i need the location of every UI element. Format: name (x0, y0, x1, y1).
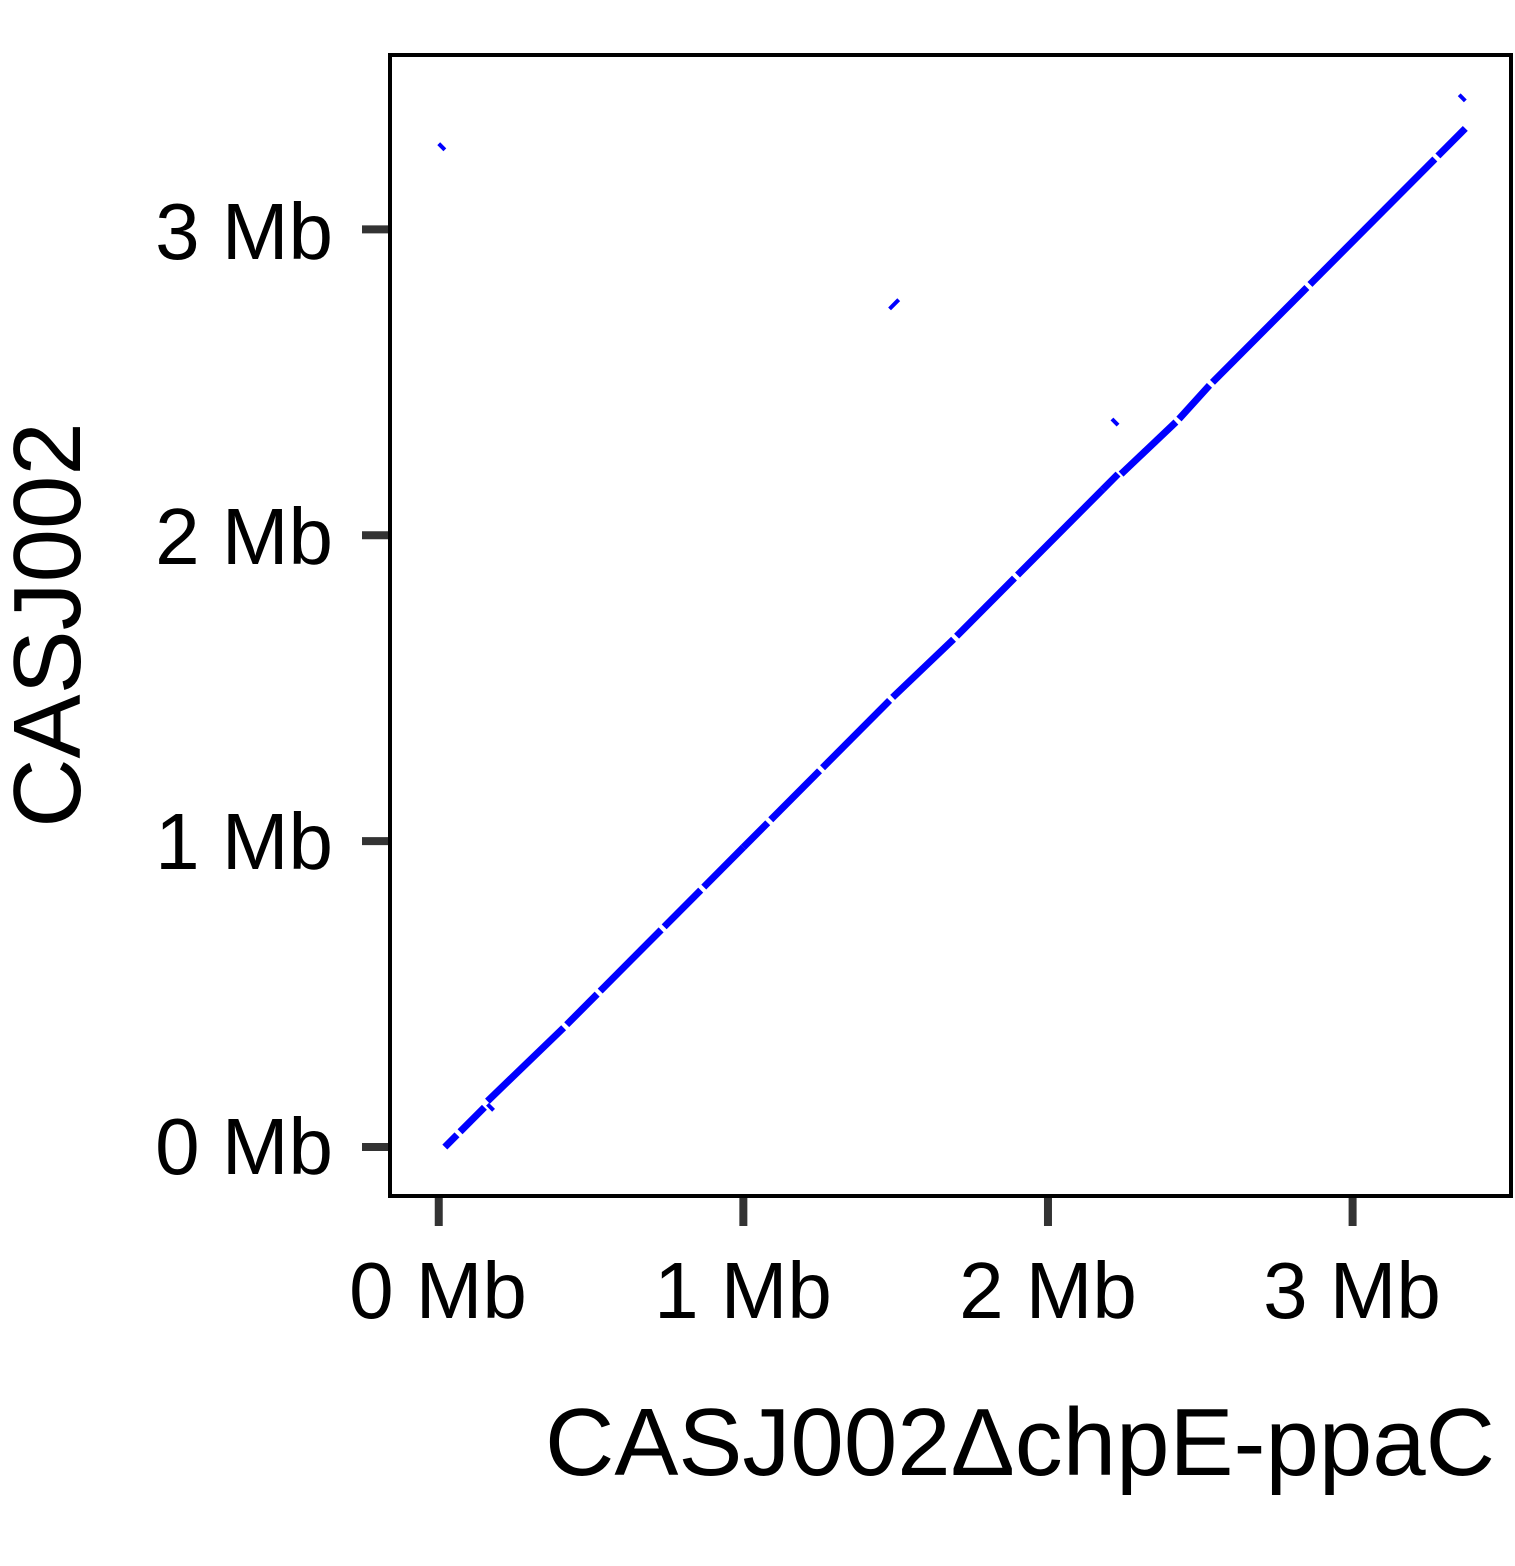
alignment-segment-5 (661, 887, 704, 930)
y-tick-label-3: 3 Mb (155, 187, 333, 276)
minor-segment-4 (1457, 93, 1467, 103)
minor-segment-3 (486, 1102, 495, 1112)
y-tick-label-2: 2 Mb (155, 492, 333, 581)
alignment-segment-11 (954, 575, 1017, 639)
minor-segment-2 (1110, 417, 1120, 427)
alignment-segment-1 (457, 1104, 487, 1135)
x-tick-label-1: 1 Mb (654, 1246, 832, 1335)
alignment-segment-7 (740, 820, 771, 850)
alignment-segment-8 (768, 768, 822, 823)
alignment-segment-6 (701, 844, 746, 890)
alignment-segment-13 (1100, 471, 1121, 492)
plot-frame (388, 53, 1513, 1198)
y-tick-label-0: 0 Mb (155, 1102, 333, 1191)
alignment-segment-2 (485, 1025, 567, 1104)
alignment-segment-9 (820, 697, 893, 771)
alignment-segment-12 (1015, 486, 1106, 578)
x-tick-label-3: 3 Mb (1263, 1246, 1441, 1335)
alignment-segment-14 (1118, 419, 1179, 477)
alignment-segment-10 (890, 636, 956, 700)
y-tick-label-1: 1 Mb (155, 797, 333, 886)
axis-ticks (362, 225, 1357, 1226)
alignment-segment-18 (1435, 125, 1468, 159)
x-tick-label-0: 0 Mb (349, 1246, 527, 1335)
alignment-segment-4 (597, 927, 664, 994)
alignment-segments (437, 93, 1468, 1150)
alignment-segment-16 (1209, 285, 1310, 385)
alignment-segment-17 (1307, 156, 1438, 287)
x-axis-title: CASJ002ΔchpE-ppaC (545, 1389, 1495, 1496)
minor-segment-1 (888, 298, 901, 311)
alignment-segment-15 (1176, 383, 1213, 422)
minor-segment-0 (437, 142, 447, 152)
alignment-segment-0 (442, 1132, 460, 1150)
y-axis-title: CASJ002 (0, 422, 101, 828)
alignment-segment-3 (564, 991, 600, 1028)
x-tick-label-2: 2 Mb (959, 1246, 1137, 1335)
